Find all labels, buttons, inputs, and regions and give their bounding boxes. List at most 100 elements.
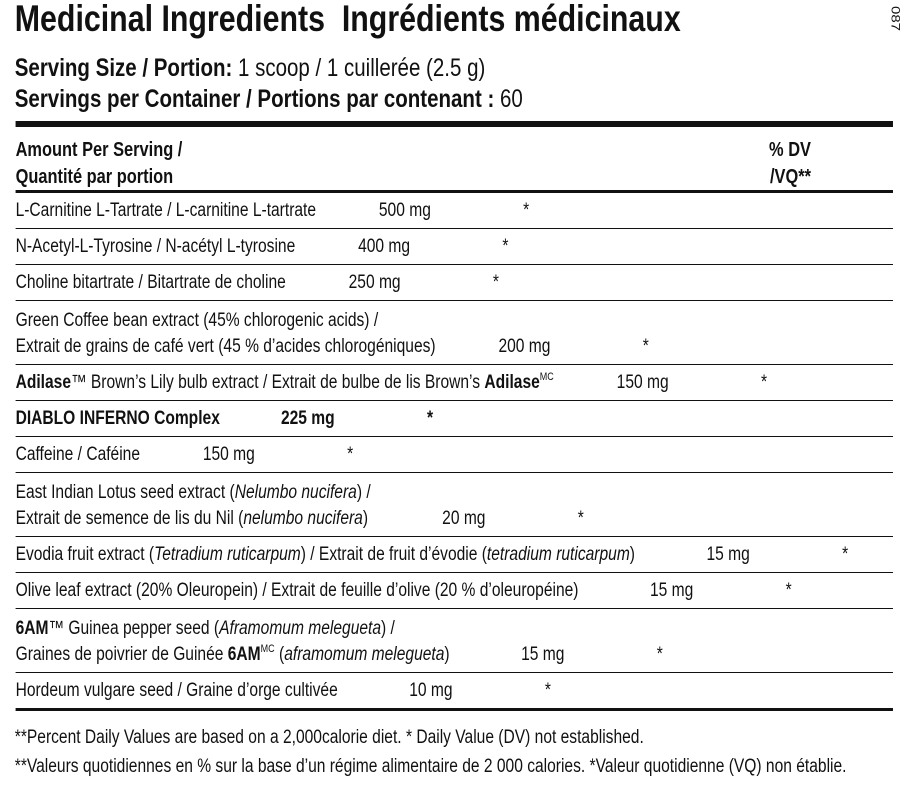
ingredient-row: Green Coffee bean extract (45% chlorogen… (15, 300, 893, 364)
name-text: Olive leaf extract (20% Oleuropein) / Ex… (15, 580, 579, 601)
name-text: Graines de poivrier de Guinée (15, 644, 228, 665)
amount: 225 mg (280, 408, 335, 429)
title: Medicinal Ingredients Ingrédients médici… (14, 0, 681, 39)
name-line: Choline bitartrate / Bitartrate de choli… (16, 270, 286, 296)
ingredient-name: East Indian Lotus seed extract (Nelumbo … (16, 480, 371, 532)
servings-per-container: Servings per Container / Portions par co… (15, 85, 523, 114)
daily-value: * (426, 408, 434, 429)
ingredient-row: DIABLO INFERNO Complex 225 mg * (15, 400, 893, 436)
ingredient-name: Green Coffee bean extract (45% chlorogen… (16, 308, 436, 360)
amount: 500 mg (378, 200, 431, 221)
table-header: Amount Per Serving / Quantité par portion… (15, 127, 893, 193)
name-text: 6AM (227, 644, 261, 665)
name-text: nelumbo nucifera (243, 508, 363, 529)
servings-label: Servings per Container / Portions par co… (14, 85, 495, 113)
daily-value: * (577, 508, 584, 529)
amount-header: Amount Per Serving / Quantité par portion (16, 137, 183, 191)
ingredient-row: L-Carnitine L-Tartrate / L-carnitine L-t… (16, 193, 893, 228)
daily-value: * (492, 272, 499, 293)
serving-size: Serving Size / Portion: 1 scoop / 1 cuil… (15, 54, 486, 83)
daily-value: * (656, 644, 663, 665)
dv-header: % DV/VQ** (739, 137, 811, 191)
amount: 15 mg (706, 544, 750, 565)
ingredient-name: Hordeum vulgare seed / Graine d’orge cul… (16, 678, 338, 704)
ingredient-row: Adilase™ Brown’s Lily bulb extract / Ext… (15, 364, 893, 400)
name-text: L-Carnitine L-Tartrate / L-carnitine L-t… (15, 200, 317, 221)
name-text: ( (274, 644, 285, 665)
amount: 200 mg (498, 336, 551, 357)
name-text: Adilase (484, 372, 540, 393)
daily-value: * (544, 680, 551, 701)
name-text: Hordeum vulgare seed / Graine d’orge cul… (15, 680, 338, 701)
name-text: MC (539, 371, 554, 383)
name-text: ) (629, 544, 635, 565)
name-text: ) (444, 644, 450, 665)
name-text: Extrait de semence de lis du Nil ( (15, 508, 244, 529)
daily-value: * (642, 336, 649, 357)
name-text: MC (260, 643, 275, 655)
name-line: Graines de poivrier de Guinée 6AMMC (afr… (16, 642, 450, 668)
amount: 150 mg (202, 444, 255, 465)
serving-size-label: Serving Size / Portion: (14, 54, 233, 82)
ingredient-name: Olive leaf extract (20% Oleuropein) / Ex… (16, 578, 579, 604)
ingredients-table: Amount Per Serving / Quantité par portion… (15, 121, 893, 711)
name-line: 6AM™ Guinea pepper seed (Aframomum meleg… (16, 616, 450, 642)
footnote: **Percent Daily Values are based on a 2,… (14, 727, 644, 748)
name-text: 6AM (15, 618, 49, 639)
ingredient-row: 6AM™ Guinea pepper seed (Aframomum meleg… (15, 608, 893, 672)
servings-value: 60 (500, 85, 523, 113)
name-text: ™ Brown’s Lily bulb extract / Extrait de… (71, 372, 485, 393)
ingredient-row: Evodia fruit extract (Tetradium ruticarp… (15, 536, 893, 572)
name-text: ) / (356, 482, 371, 503)
name-text: Choline bitartrate / Bitartrate de choli… (15, 272, 286, 293)
name-text: aframomum melegueta (284, 644, 445, 665)
name-text: East Indian Lotus seed extract ( (15, 482, 235, 503)
amount: 10 mg (409, 680, 453, 701)
name-line: Evodia fruit extract (Tetradium ruticarp… (16, 542, 635, 568)
name-text: DIABLO INFERNO Complex (15, 408, 220, 429)
daily-value: * (347, 444, 354, 465)
name-line: Green Coffee bean extract (45% chlorogen… (16, 308, 436, 334)
ingredient-row: N-Acetyl-L-Tyrosine / N-acétyl L-tyrosin… (15, 228, 893, 264)
header-line: /VQ** (769, 166, 811, 188)
ingredient-name: Choline bitartrate / Bitartrate de choli… (16, 270, 286, 296)
ingredient-name: DIABLO INFERNO Complex (16, 406, 220, 432)
serving-size-value: 1 scoop / 1 cuillerée (2.5 g) (238, 54, 486, 82)
amount: 15 mg (521, 644, 565, 665)
ingredient-name: N-Acetyl-L-Tyrosine / N-acétyl L-tyrosin… (16, 234, 296, 260)
name-line: Adilase™ Brown’s Lily bulb extract / Ext… (16, 370, 554, 396)
name-text: Nelumbo nucifera (234, 482, 357, 503)
ingredient-row: Caffeine / Caféine 150 mg * (15, 436, 893, 472)
daily-value: * (523, 200, 530, 221)
name-line: Extrait de grains de café vert (45 % d’a… (16, 334, 436, 360)
amount: 400 mg (358, 236, 411, 257)
name-text: ) (362, 508, 369, 529)
daily-value: * (502, 236, 509, 257)
name-line: Caffeine / Caféine (16, 442, 140, 468)
name-text: Green Coffee bean extract (45% chlorogen… (15, 310, 379, 331)
name-text: Aframomum melegueta (219, 618, 382, 639)
name-text: Adilase (15, 372, 72, 393)
code: 087 (888, 6, 902, 32)
name-line: N-Acetyl-L-Tyrosine / N-acétyl L-tyrosin… (16, 234, 296, 260)
ingredient-name: Evodia fruit extract (Tetradium ruticarp… (16, 542, 635, 568)
ingredient-name: L-Carnitine L-Tartrate / L-carnitine L-t… (16, 198, 316, 224)
header-line: % DV (769, 139, 811, 161)
amount: 20 mg (442, 508, 486, 529)
table-body: L-Carnitine L-Tartrate / L-carnitine L-t… (15, 193, 893, 708)
name-line: Extrait de semence de lis du Nil (nelumb… (16, 506, 371, 532)
ingredient-row: East Indian Lotus seed extract (Nelumbo … (15, 472, 893, 536)
amount: 15 mg (649, 580, 694, 601)
ingredient-row: Choline bitartrate / Bitartrate de choli… (15, 264, 893, 300)
amount: 250 mg (348, 272, 401, 293)
name-text: tetradium ruticarpum (486, 544, 630, 565)
footnote: **Valeurs quotidiennes en % sur la base … (14, 756, 847, 777)
name-text: Extrait de grains de café vert (45 % d’a… (15, 336, 436, 357)
name-text: ) / Extrait de fruit d’évodie ( (300, 544, 487, 565)
name-line: Olive leaf extract (20% Oleuropein) / Ex… (16, 578, 579, 604)
name-line: East Indian Lotus seed extract (Nelumbo … (16, 480, 371, 506)
name-text: Caffeine / Caféine (15, 444, 141, 465)
header-line: Quantité par portion (15, 166, 174, 188)
name-text: ) / (381, 618, 395, 639)
